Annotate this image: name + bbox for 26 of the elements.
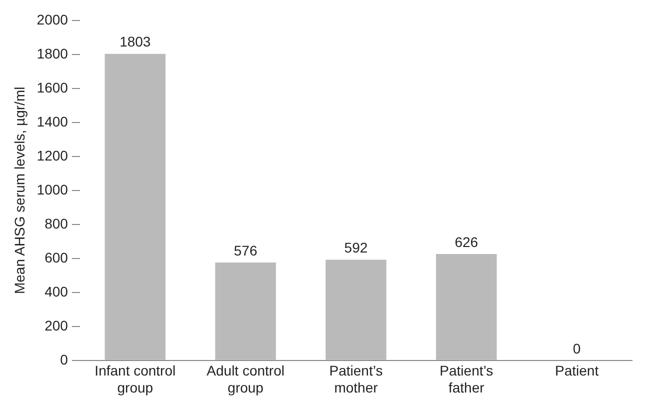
bar [104,54,166,360]
y-tick-label: 200 [44,317,68,334]
y-tick-label: 1400 [36,113,68,130]
data-label: 1803 [120,34,151,50]
bar [326,260,386,360]
x-tick-label: Patient’s mother [329,362,383,396]
y-tick-label: 0 [60,351,68,368]
data-label: 592 [344,240,368,256]
y-tick-label: 800 [44,215,68,232]
data-label: 0 [572,340,581,356]
y-tick-label: 400 [44,283,68,300]
data-label: 576 [234,242,258,258]
x-tick-label: Patient’s father [440,362,494,396]
y-tick-label: 2000 [36,11,68,28]
y-tick-label: 1600 [36,79,68,96]
x-tick-label: Infant control group [94,362,176,396]
y-tick-label: 1800 [36,45,68,62]
y-axis-title: Mean AHSG serum levels, µgr/ml [11,86,28,294]
y-tick-label: 1000 [36,181,68,198]
x-tick-label: Adult control group [206,362,284,396]
x-tick-label: Patient [555,362,599,379]
bar [215,262,276,360]
y-tick-label: 600 [44,249,68,266]
y-tick-label: 1200 [36,147,68,164]
bar [436,254,497,360]
data-label: 626 [454,234,478,250]
